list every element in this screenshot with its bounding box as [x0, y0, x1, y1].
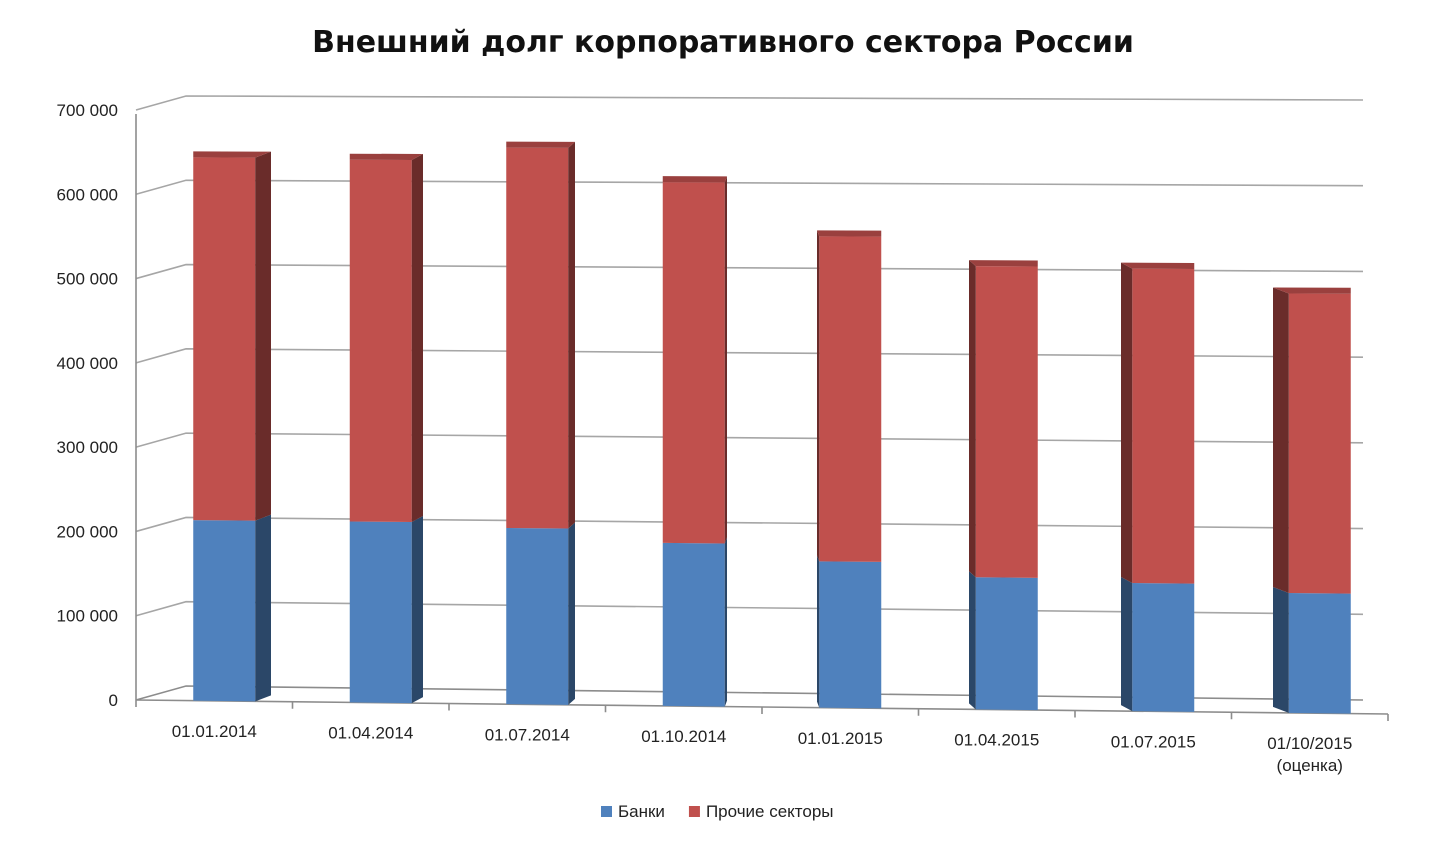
bar: [193, 157, 256, 521]
bar-side: [1273, 287, 1289, 594]
bar: [506, 147, 569, 529]
bar: [349, 159, 412, 523]
bar-side: [1121, 577, 1133, 712]
bar: [506, 527, 569, 705]
y-tick-label: 700 000: [57, 101, 118, 120]
bar-segment: [969, 571, 1038, 711]
y-axis-ticks: 0 100 000 200 000 300 000 400 000 500 000 600 …: [57, 101, 118, 710]
bar-top: [662, 176, 727, 183]
x-tick-label: 01.07.2014: [485, 725, 570, 744]
bar-segment: [817, 555, 882, 709]
bar-segment: [506, 141, 575, 529]
legend-item: Банки: [601, 802, 665, 821]
bar-top: [1273, 287, 1351, 294]
bar-segment: [969, 260, 1038, 578]
bar-segment: [349, 516, 423, 704]
legend-swatch: [601, 806, 612, 817]
bar-top: [349, 153, 423, 160]
bar: [975, 266, 1038, 578]
bar-segment: [1121, 262, 1195, 584]
bar: [1132, 268, 1195, 584]
y-tick-label: 600 000: [57, 185, 118, 204]
x-axis-ticks: 01.01.2014 01.04.2014 01.07.2014 01.10.2014…: [135, 700, 1389, 775]
bar-side: [969, 260, 976, 578]
bar-top: [506, 141, 575, 148]
bar-top: [817, 230, 882, 237]
bar-side: [255, 514, 271, 702]
bar-side: [1273, 587, 1289, 713]
bar-side: [817, 555, 820, 708]
bar-side: [724, 176, 727, 544]
bar: [1288, 593, 1351, 714]
bar: [1132, 583, 1195, 712]
bar: [349, 521, 412, 704]
bar: [662, 182, 725, 544]
bar-side: [568, 522, 575, 705]
y-tick-label: 100 000: [57, 607, 118, 626]
bar-segment: [193, 151, 271, 521]
bars: [193, 141, 1351, 714]
bar-side: [817, 230, 820, 562]
bar-segment: [1273, 587, 1351, 714]
x-tick-label: 01.04.2014: [328, 724, 413, 743]
bar-side: [568, 141, 575, 529]
bar: [662, 542, 725, 707]
bar-side: [1121, 262, 1133, 584]
y-tick-label: 200 000: [57, 522, 118, 541]
bar: [193, 520, 256, 702]
bar-side: [724, 537, 727, 707]
bar-segment: [1273, 287, 1351, 594]
legend: Банки Прочие секторы: [601, 802, 834, 821]
bar-segment: [349, 153, 423, 523]
bar: [1288, 293, 1351, 594]
bar-side: [411, 516, 423, 704]
x-tick-label: 01.01.2015: [798, 729, 883, 748]
bar-side: [969, 571, 976, 710]
bar: [819, 561, 882, 709]
y-tick-label: 400 000: [57, 354, 118, 373]
bar-top: [969, 260, 1038, 267]
x-tick-label: 01.01.2014: [172, 722, 257, 741]
bar-segment: [662, 176, 727, 544]
legend-label: Прочие секторы: [706, 802, 834, 821]
legend-swatch: [688, 806, 700, 817]
bar-top: [1121, 262, 1195, 269]
legend-label: Банки: [618, 802, 665, 821]
bar-top: [193, 151, 271, 158]
chart-title: Внешний долг корпоративного сектора Росс…: [312, 25, 1134, 60]
grid: [135, 95, 1389, 715]
x-tick-label: 01/10/2015 (оценка): [1267, 734, 1352, 775]
bar-side: [411, 153, 423, 523]
legend-item: Прочие секторы: [688, 802, 834, 821]
y-tick-label: 0: [109, 691, 118, 710]
bar-side: [255, 151, 271, 521]
x-tick-label: 01.04.2015: [954, 731, 1039, 750]
bar: [819, 236, 882, 562]
bar-segment: [506, 522, 575, 705]
gridline: [135, 95, 1364, 111]
bar-segment: [1121, 577, 1195, 712]
gridline: [135, 179, 1364, 196]
x-tick-label: 01.10.2014: [641, 727, 726, 746]
y-tick-label: 500 000: [57, 270, 118, 289]
y-tick-label: 300 000: [57, 438, 118, 457]
bar: [975, 577, 1038, 711]
x-tick-label: 01.07.2015: [1111, 732, 1196, 751]
bar-segment: [662, 537, 727, 707]
bar-segment: [817, 230, 882, 562]
bar-segment: [193, 514, 271, 702]
